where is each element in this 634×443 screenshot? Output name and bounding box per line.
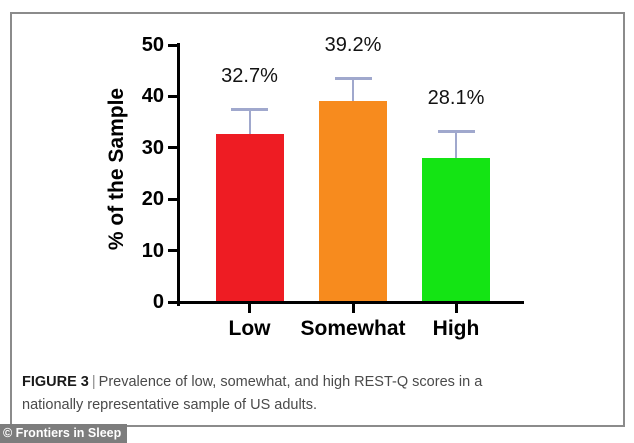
figure-caption: FIGURE 3 | Prevalence of low, somewhat, an… (22, 371, 607, 417)
figure-panel: % of the Sample 32.7% Low 39.2% Somewhat 28.… (10, 12, 625, 427)
bar-somewhat (319, 100, 387, 302)
x-axis-label-low: Low (228, 317, 271, 340)
x-axis-label-high: High (432, 317, 480, 340)
data-label-somewhat: 39.2% (324, 33, 382, 56)
caption-line-2: nationally representative sample of US a… (22, 394, 607, 417)
caption-separator: | (91, 374, 96, 390)
x-tick-high (454, 304, 458, 313)
y-tick-label-40: 40 (141, 85, 164, 108)
error-bar-stem-low (248, 109, 251, 134)
y-tick-30 (168, 146, 177, 150)
y-tick-40 (168, 94, 177, 98)
x-tick-low (248, 304, 251, 313)
y-tick-50 (168, 43, 177, 47)
error-bar-cap-somewhat (334, 77, 372, 81)
x-axis-label-somewhat: Somewhat (300, 317, 406, 340)
y-tick-10 (168, 249, 177, 253)
y-tick-label-0: 0 (152, 291, 164, 313)
caption-figure-label: FIGURE 3 (22, 374, 89, 390)
y-tick-label-20: 20 (141, 188, 164, 211)
y-tick-label-30: 30 (141, 136, 164, 159)
caption-line-1: FIGURE 3 | Prevalence of low, somewhat, an… (22, 371, 607, 394)
x-tick-somewhat (351, 304, 355, 313)
bar-high (422, 157, 490, 302)
y-tick-label-50: 50 (141, 34, 164, 56)
bar-low (215, 133, 284, 302)
bar-chart: % of the Sample 32.7% Low 39.2% Somewhat 28.… (12, 14, 623, 425)
caption-text-line1: Prevalence of low, somewhat, and high RE… (98, 374, 483, 390)
y-tick-0 (168, 300, 177, 304)
error-bar-stem-somewhat (352, 78, 354, 101)
y-tick-20 (168, 197, 177, 201)
error-bar-cap-low (231, 108, 268, 112)
data-label-low: 32.7% (221, 64, 278, 87)
error-bar-cap-high (437, 130, 475, 134)
x-axis-line (178, 301, 524, 304)
y-tick-label-10: 10 (141, 239, 164, 262)
frontiers-watermark-badge: © Frontiers in Sleep (0, 424, 128, 443)
y-axis-title: % of the Sample (105, 87, 128, 251)
caption-text-line2: nationally representative sample of US a… (22, 397, 317, 413)
y-axis-line (177, 43, 180, 306)
error-bar-stem-high (455, 131, 457, 158)
data-label-high: 28.1% (427, 86, 485, 109)
